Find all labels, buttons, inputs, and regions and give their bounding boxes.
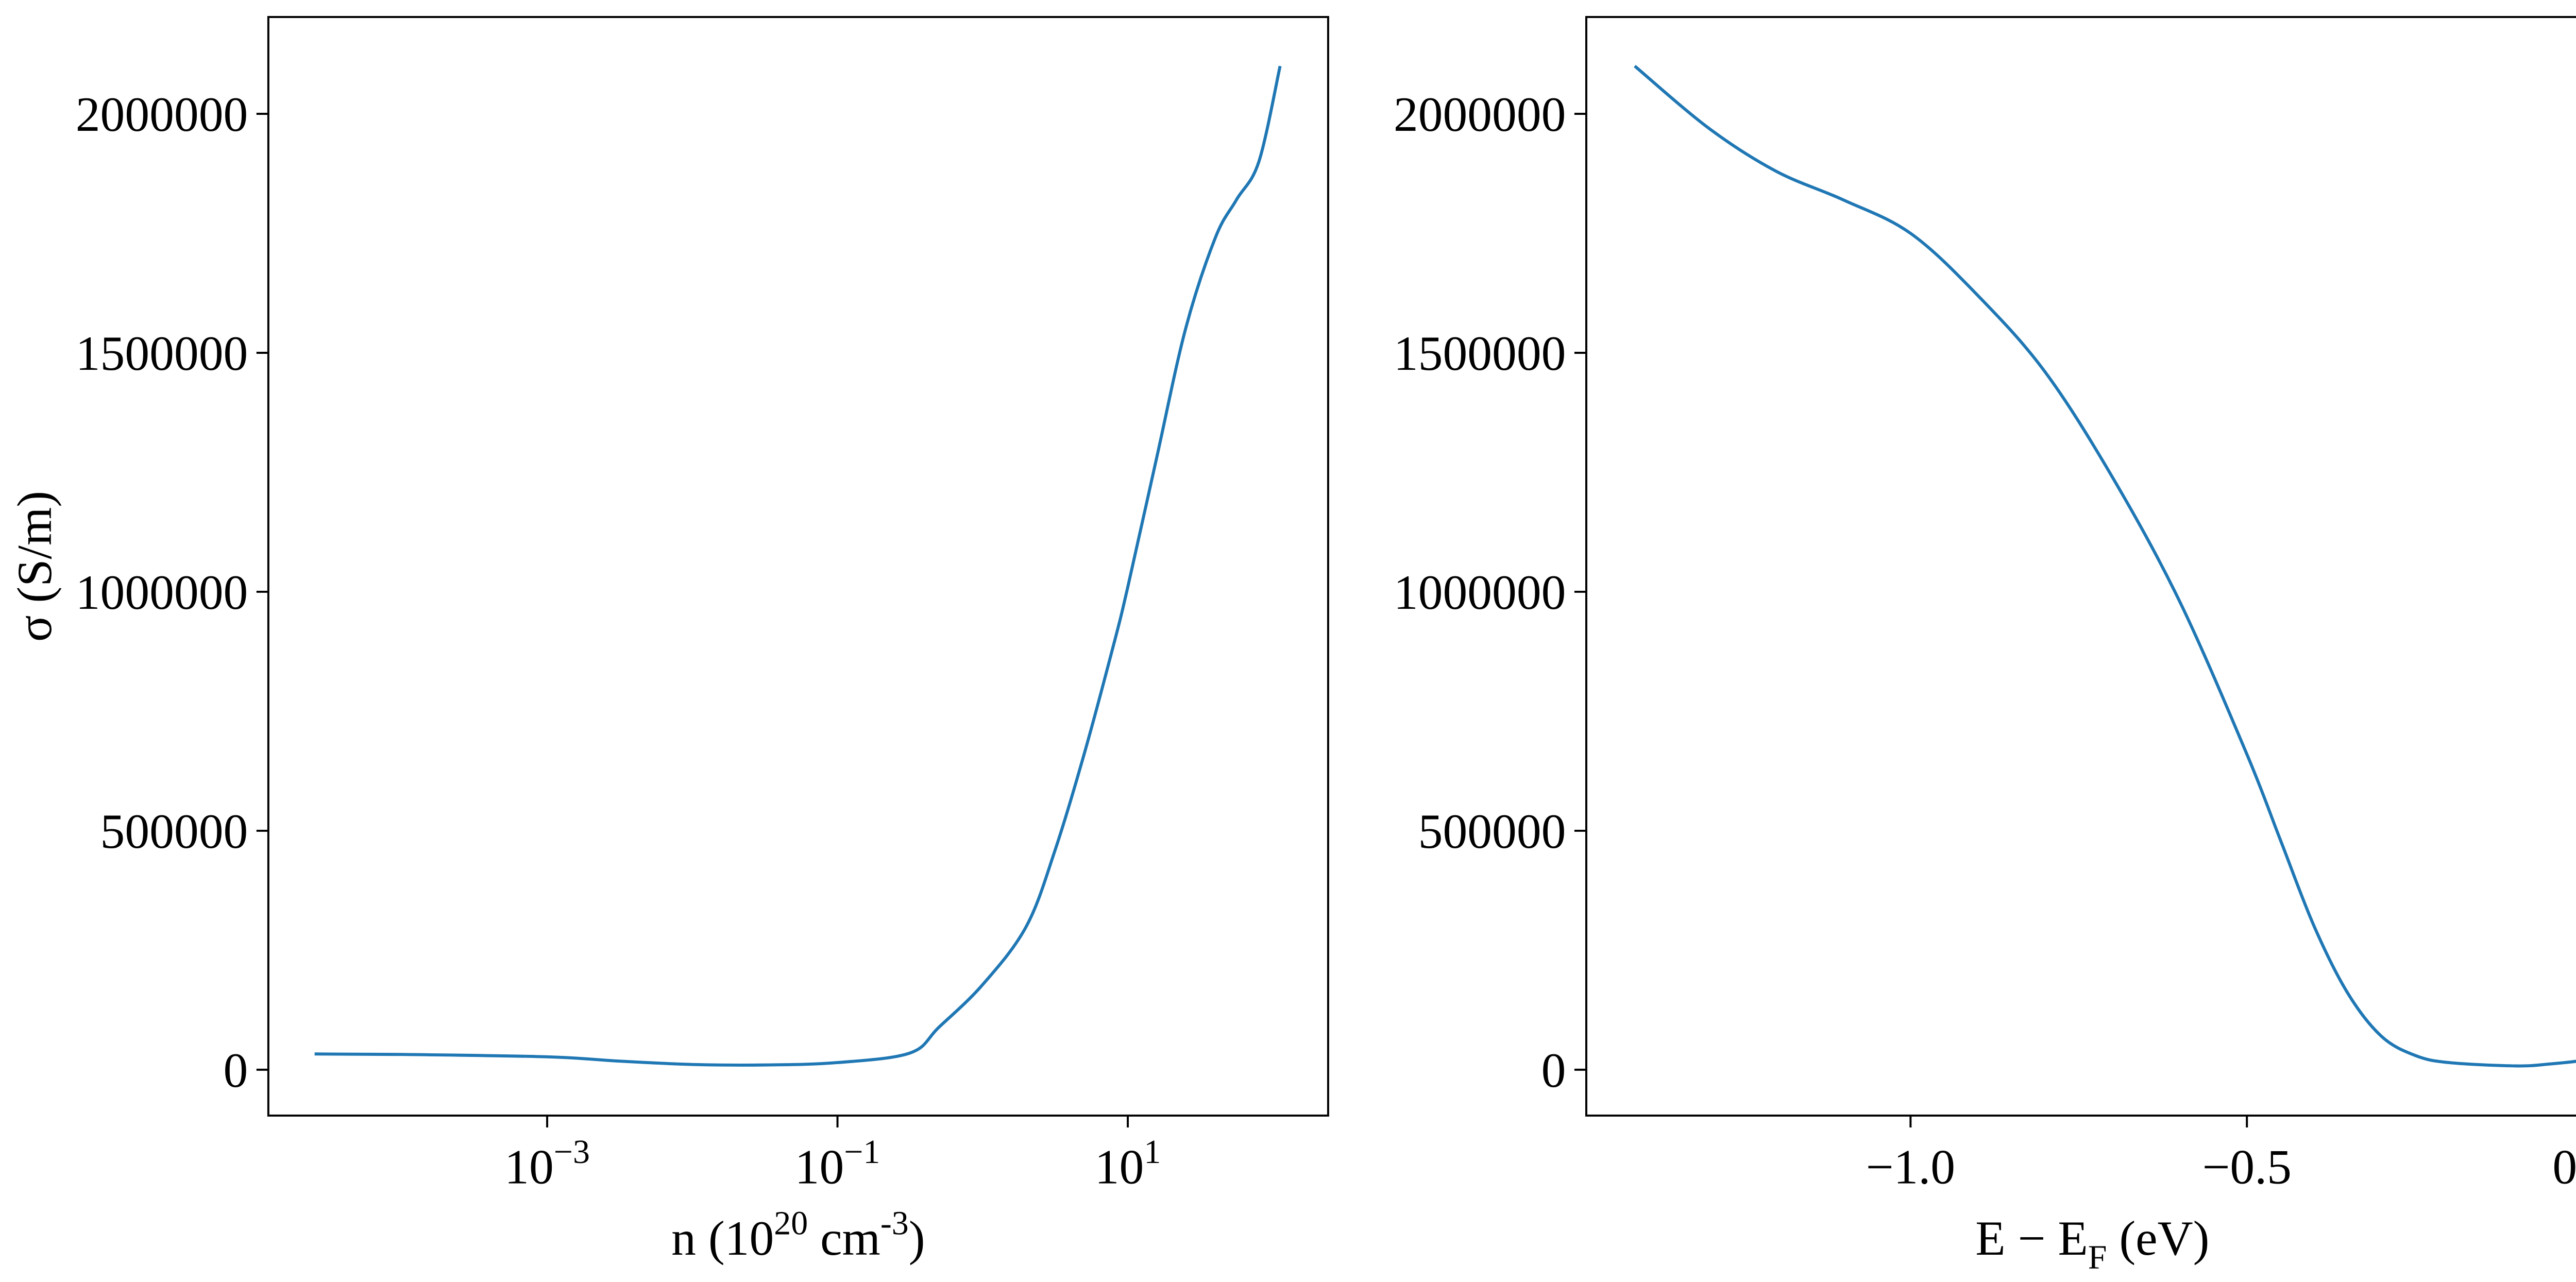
y-tick-label: 1500000 bbox=[1394, 326, 1566, 381]
y-axis-label: σ (S/m) bbox=[7, 491, 62, 642]
x-tick-label: −1.0 bbox=[1866, 1140, 1955, 1194]
x-tick-label: 101​ bbox=[1095, 1133, 1161, 1194]
y-tick-label: 1500000 bbox=[76, 326, 248, 381]
y-tick-label: 1000000 bbox=[76, 565, 248, 620]
data-line bbox=[314, 65, 1282, 1067]
x-tick-label: 10−1​ bbox=[795, 1133, 880, 1194]
x-axis-label: n (1020​ cm-3​) bbox=[671, 1205, 925, 1266]
y-tick-label: 500000 bbox=[1418, 804, 1566, 859]
y-tick-label: 500000 bbox=[100, 804, 248, 859]
y-tick-label: 2000000 bbox=[76, 87, 248, 142]
y-tick-label: 1000000 bbox=[1394, 565, 1566, 620]
x-tick-label: 10−3​ bbox=[504, 1133, 590, 1194]
data-line bbox=[1634, 64, 2576, 1068]
x-tick-label: 0.0 bbox=[2552, 1140, 2576, 1194]
plot-frame bbox=[1585, 16, 2576, 1117]
y-tick-label: 0 bbox=[224, 1043, 248, 1098]
y-tick-label: 2000000 bbox=[1394, 87, 1566, 142]
y-tick-label: 0 bbox=[1541, 1043, 1566, 1098]
x-axis-label: E − EF​ (eV) bbox=[1975, 1211, 2209, 1276]
plot-frame bbox=[267, 16, 1329, 1117]
x-tick-label: −0.5 bbox=[2202, 1140, 2292, 1194]
